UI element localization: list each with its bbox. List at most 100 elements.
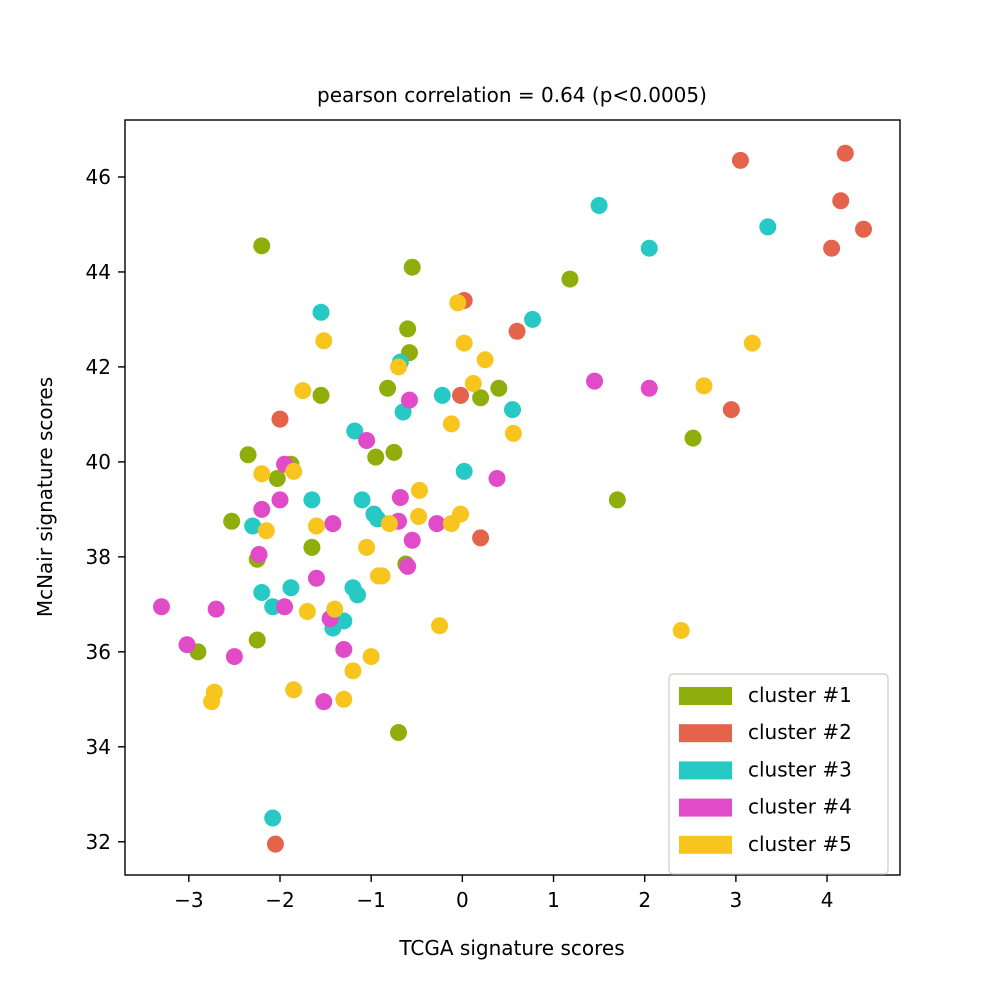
data-point bbox=[608, 491, 626, 509]
data-point bbox=[428, 515, 446, 533]
data-point bbox=[264, 809, 282, 827]
legend-label: cluster #3 bbox=[748, 757, 852, 781]
y-tick-label: 40 bbox=[86, 450, 111, 474]
data-point bbox=[433, 386, 451, 404]
x-tick-label: 3 bbox=[730, 888, 743, 912]
x-tick-label: 2 bbox=[638, 888, 651, 912]
data-point bbox=[264, 598, 282, 616]
y-tick-label: 44 bbox=[86, 260, 111, 284]
data-point bbox=[640, 239, 658, 257]
data-point bbox=[823, 239, 841, 257]
data-point bbox=[684, 429, 702, 447]
data-point bbox=[324, 515, 342, 533]
data-point bbox=[307, 569, 325, 587]
data-point bbox=[312, 303, 330, 321]
data-point bbox=[488, 470, 506, 488]
points-layer bbox=[152, 144, 873, 853]
legend-swatch bbox=[679, 835, 732, 854]
y-tick-label: 34 bbox=[86, 735, 111, 759]
data-point bbox=[731, 151, 749, 169]
y-tick-label: 32 bbox=[86, 830, 111, 854]
data-point bbox=[271, 491, 289, 509]
data-point bbox=[672, 621, 690, 639]
data-point bbox=[464, 375, 482, 393]
data-point bbox=[353, 491, 371, 509]
data-point bbox=[203, 693, 221, 711]
chart-title: pearson correlation = 0.64 (p<0.0005) bbox=[317, 83, 707, 107]
x-axis-label: TCGA signature scores bbox=[398, 936, 624, 960]
legend-swatch bbox=[679, 724, 732, 743]
data-point bbox=[855, 220, 873, 238]
data-point bbox=[248, 631, 266, 649]
data-point bbox=[326, 600, 344, 618]
legend-label: cluster #1 bbox=[748, 683, 852, 707]
legend: cluster #1 cluster #2 cluster #3 cluster #4… bbox=[668, 673, 889, 875]
data-point bbox=[285, 681, 303, 699]
data-point bbox=[253, 237, 271, 255]
y-axis: 32 34 36 38 40 42 44 46 bbox=[86, 165, 125, 854]
data-point bbox=[385, 443, 403, 461]
data-point bbox=[590, 196, 608, 214]
data-point bbox=[358, 432, 376, 450]
data-point bbox=[250, 545, 268, 563]
data-point bbox=[403, 531, 421, 549]
data-point bbox=[508, 322, 526, 340]
x-tick-label: −3 bbox=[174, 888, 203, 912]
legend-swatch bbox=[679, 761, 732, 780]
data-point bbox=[223, 512, 241, 530]
legend-label: cluster #2 bbox=[748, 720, 852, 744]
data-point bbox=[410, 507, 428, 525]
data-point bbox=[524, 310, 542, 328]
data-point bbox=[380, 515, 398, 533]
data-point bbox=[431, 617, 449, 635]
data-point bbox=[253, 465, 271, 483]
legend-label: cluster #4 bbox=[748, 795, 852, 819]
data-point bbox=[312, 386, 330, 404]
y-axis-label: McNair signature scores bbox=[33, 377, 57, 617]
y-tick-label: 42 bbox=[86, 355, 111, 379]
data-point bbox=[358, 538, 376, 556]
data-point bbox=[344, 662, 362, 680]
data-point bbox=[335, 640, 353, 658]
data-point bbox=[504, 424, 522, 442]
data-point bbox=[743, 334, 761, 352]
data-point bbox=[504, 401, 521, 419]
data-point bbox=[178, 636, 196, 654]
data-point bbox=[298, 602, 316, 620]
data-point bbox=[399, 557, 417, 575]
data-point bbox=[152, 598, 170, 616]
data-point bbox=[455, 334, 473, 352]
data-point bbox=[832, 192, 850, 210]
data-point bbox=[282, 579, 300, 597]
data-point bbox=[315, 693, 333, 711]
y-tick-label: 36 bbox=[86, 640, 111, 664]
data-point bbox=[253, 500, 271, 518]
data-point bbox=[759, 218, 777, 236]
x-axis: −3 −2 −1 0 1 2 3 4 bbox=[174, 875, 833, 912]
data-point bbox=[442, 415, 460, 433]
x-tick-label: 4 bbox=[821, 888, 834, 912]
data-point bbox=[268, 470, 286, 488]
data-point bbox=[722, 401, 740, 419]
data-point bbox=[490, 379, 508, 397]
data-point bbox=[836, 144, 854, 162]
data-point bbox=[373, 567, 391, 585]
data-point bbox=[362, 648, 380, 666]
y-tick-label: 46 bbox=[86, 165, 111, 189]
x-tick-label: 1 bbox=[547, 888, 560, 912]
data-point bbox=[452, 386, 470, 404]
legend-label: cluster #5 bbox=[748, 832, 852, 856]
data-point bbox=[399, 320, 417, 338]
data-point bbox=[390, 724, 408, 742]
data-point bbox=[411, 481, 428, 499]
data-point bbox=[244, 517, 262, 535]
x-tick-label: 0 bbox=[456, 888, 469, 912]
data-point bbox=[335, 612, 353, 630]
data-point bbox=[367, 448, 385, 466]
data-point bbox=[303, 491, 321, 509]
data-point bbox=[253, 583, 271, 601]
legend-swatch bbox=[679, 798, 732, 817]
data-point bbox=[586, 372, 604, 390]
